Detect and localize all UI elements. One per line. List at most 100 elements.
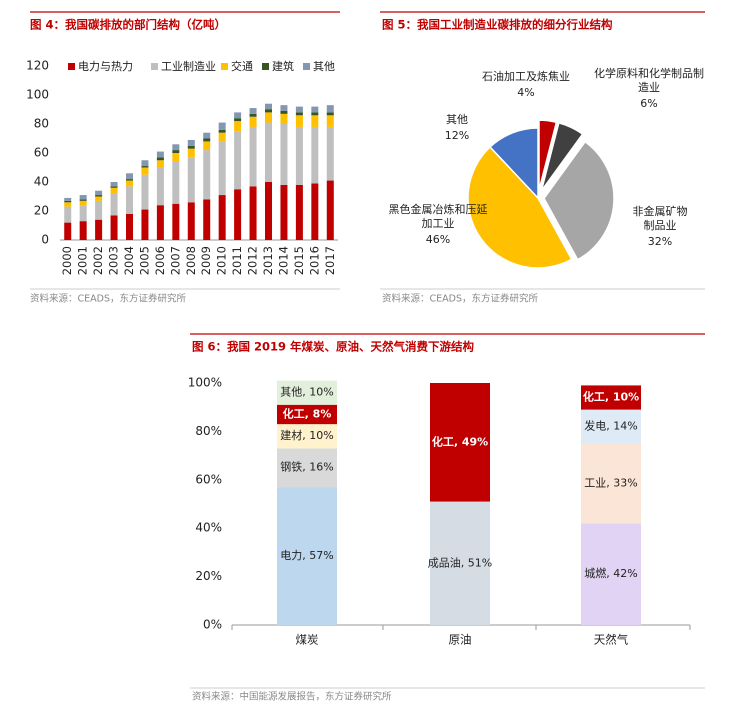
bar-segment: [280, 124, 288, 185]
x-tick-label: 2017: [323, 246, 337, 275]
bar-segment: [172, 161, 180, 204]
bar-segment: [141, 160, 149, 167]
bar-segment: [218, 141, 226, 196]
source: 资料来源：CEADS，东方证券研究所: [30, 293, 186, 305]
bar-segment: [95, 190, 103, 196]
bar-segment: [141, 166, 149, 168]
bar-segment: [277, 424, 337, 449]
x-tick-label: 煤炭: [296, 633, 319, 647]
bar-segment: [141, 209, 149, 240]
bar-segment: [295, 184, 303, 240]
bar-segment: [430, 383, 490, 502]
pie-value-label: 6%: [640, 97, 658, 110]
bar-segment: [64, 200, 72, 203]
pie-value-label: 4%: [517, 86, 535, 99]
bar-segment: [234, 189, 242, 240]
bar-segment: [581, 523, 641, 625]
segment-label: 化工, 8%: [283, 406, 332, 420]
bar-segment: [311, 126, 319, 184]
bar-segment: [172, 153, 180, 162]
bar-segment: [265, 112, 272, 123]
bar-segment: [110, 215, 118, 240]
bar-segment: [234, 131, 242, 190]
bar-segment: [203, 150, 211, 200]
legend-label: 其他: [313, 60, 335, 73]
segment-label: 其他, 10%: [280, 386, 333, 399]
y-tick-label: 80: [34, 117, 49, 131]
y-tick-label: 0: [41, 233, 49, 247]
bar-segment: [126, 180, 133, 187]
bar-segment: [218, 132, 226, 142]
bar-segment: [141, 167, 149, 175]
bar-segment: [203, 132, 211, 139]
legend-swatch: [262, 63, 269, 70]
bar-segment: [234, 121, 242, 132]
pie-slice: [538, 119, 558, 191]
bar-segment: [249, 126, 257, 187]
bar-segment: [326, 180, 334, 240]
bar-segment: [326, 105, 334, 113]
x-tick-label: 2003: [107, 246, 121, 275]
bar-segment: [203, 141, 211, 151]
pie-label: 黑色金属冶炼和压延加工业: [388, 203, 488, 230]
chart-title: 图 6：我国 2019 年煤炭、原油、天然气消费下游结构: [192, 340, 475, 354]
bar-segment: [277, 380, 337, 405]
bar-segment: [126, 179, 133, 181]
bar-segment: [172, 203, 180, 240]
bar-segment: [95, 219, 103, 240]
bar-segment: [295, 126, 303, 185]
segment-label: 电力, 57%: [280, 549, 333, 562]
y-tick-label: 80%: [195, 424, 222, 438]
bar-segment: [203, 138, 211, 142]
pie-slice: [467, 145, 573, 269]
source: 资料来源：中国能源发展报告，东方证券研究所: [192, 691, 392, 703]
bar-segment: [277, 404, 337, 425]
bar-segment: [581, 385, 641, 410]
bar-segment: [280, 113, 288, 124]
bar-segment: [326, 112, 334, 116]
bar-segment: [64, 206, 72, 223]
bar-segment: [280, 184, 288, 240]
x-tick-label: 2014: [276, 246, 290, 275]
bar-segment: [156, 205, 164, 240]
bar-segment: [64, 222, 72, 240]
bar-segment: [156, 151, 164, 158]
bar-segment: [249, 113, 257, 117]
y-tick-label: 40: [34, 175, 49, 189]
pie-label: 其他: [446, 113, 468, 126]
bar-segment: [79, 205, 87, 222]
legend-swatch: [151, 63, 158, 70]
pie-slice: [543, 140, 615, 261]
bar-segment: [64, 197, 72, 201]
bar-segment: [187, 157, 195, 203]
bar-segment: [95, 195, 103, 197]
x-tick-label: 2010: [215, 246, 229, 275]
bar-segment: [95, 200, 103, 220]
x-tick-label: 2009: [199, 246, 213, 275]
bar-segment: [295, 106, 303, 113]
bar-segment: [249, 116, 257, 127]
bar-segment: [311, 112, 319, 116]
x-tick-label: 原油: [449, 633, 472, 647]
bar-segment: [64, 202, 72, 207]
bar-segment: [295, 115, 303, 127]
legend-label: 建筑: [272, 59, 294, 73]
bar-segment: [187, 139, 195, 146]
segment-label: 化工, 10%: [583, 390, 639, 404]
bar-segment: [218, 195, 226, 240]
y-tick-label: 20: [34, 204, 49, 218]
bar-segment: [79, 221, 87, 240]
x-tick-label: 2015: [292, 246, 306, 275]
bar-segment: [187, 202, 195, 240]
bar-segment: [79, 195, 87, 200]
y-tick-label: 40%: [195, 521, 222, 535]
bar-segment: [156, 160, 164, 168]
bar-segment: [110, 193, 118, 216]
bar-segment: [277, 487, 337, 625]
legend-swatch: [303, 63, 310, 70]
y-tick-label: 0%: [203, 618, 222, 632]
legend-swatch: [68, 63, 75, 70]
x-tick-label: 2002: [91, 246, 105, 275]
pie-slice: [489, 127, 539, 200]
